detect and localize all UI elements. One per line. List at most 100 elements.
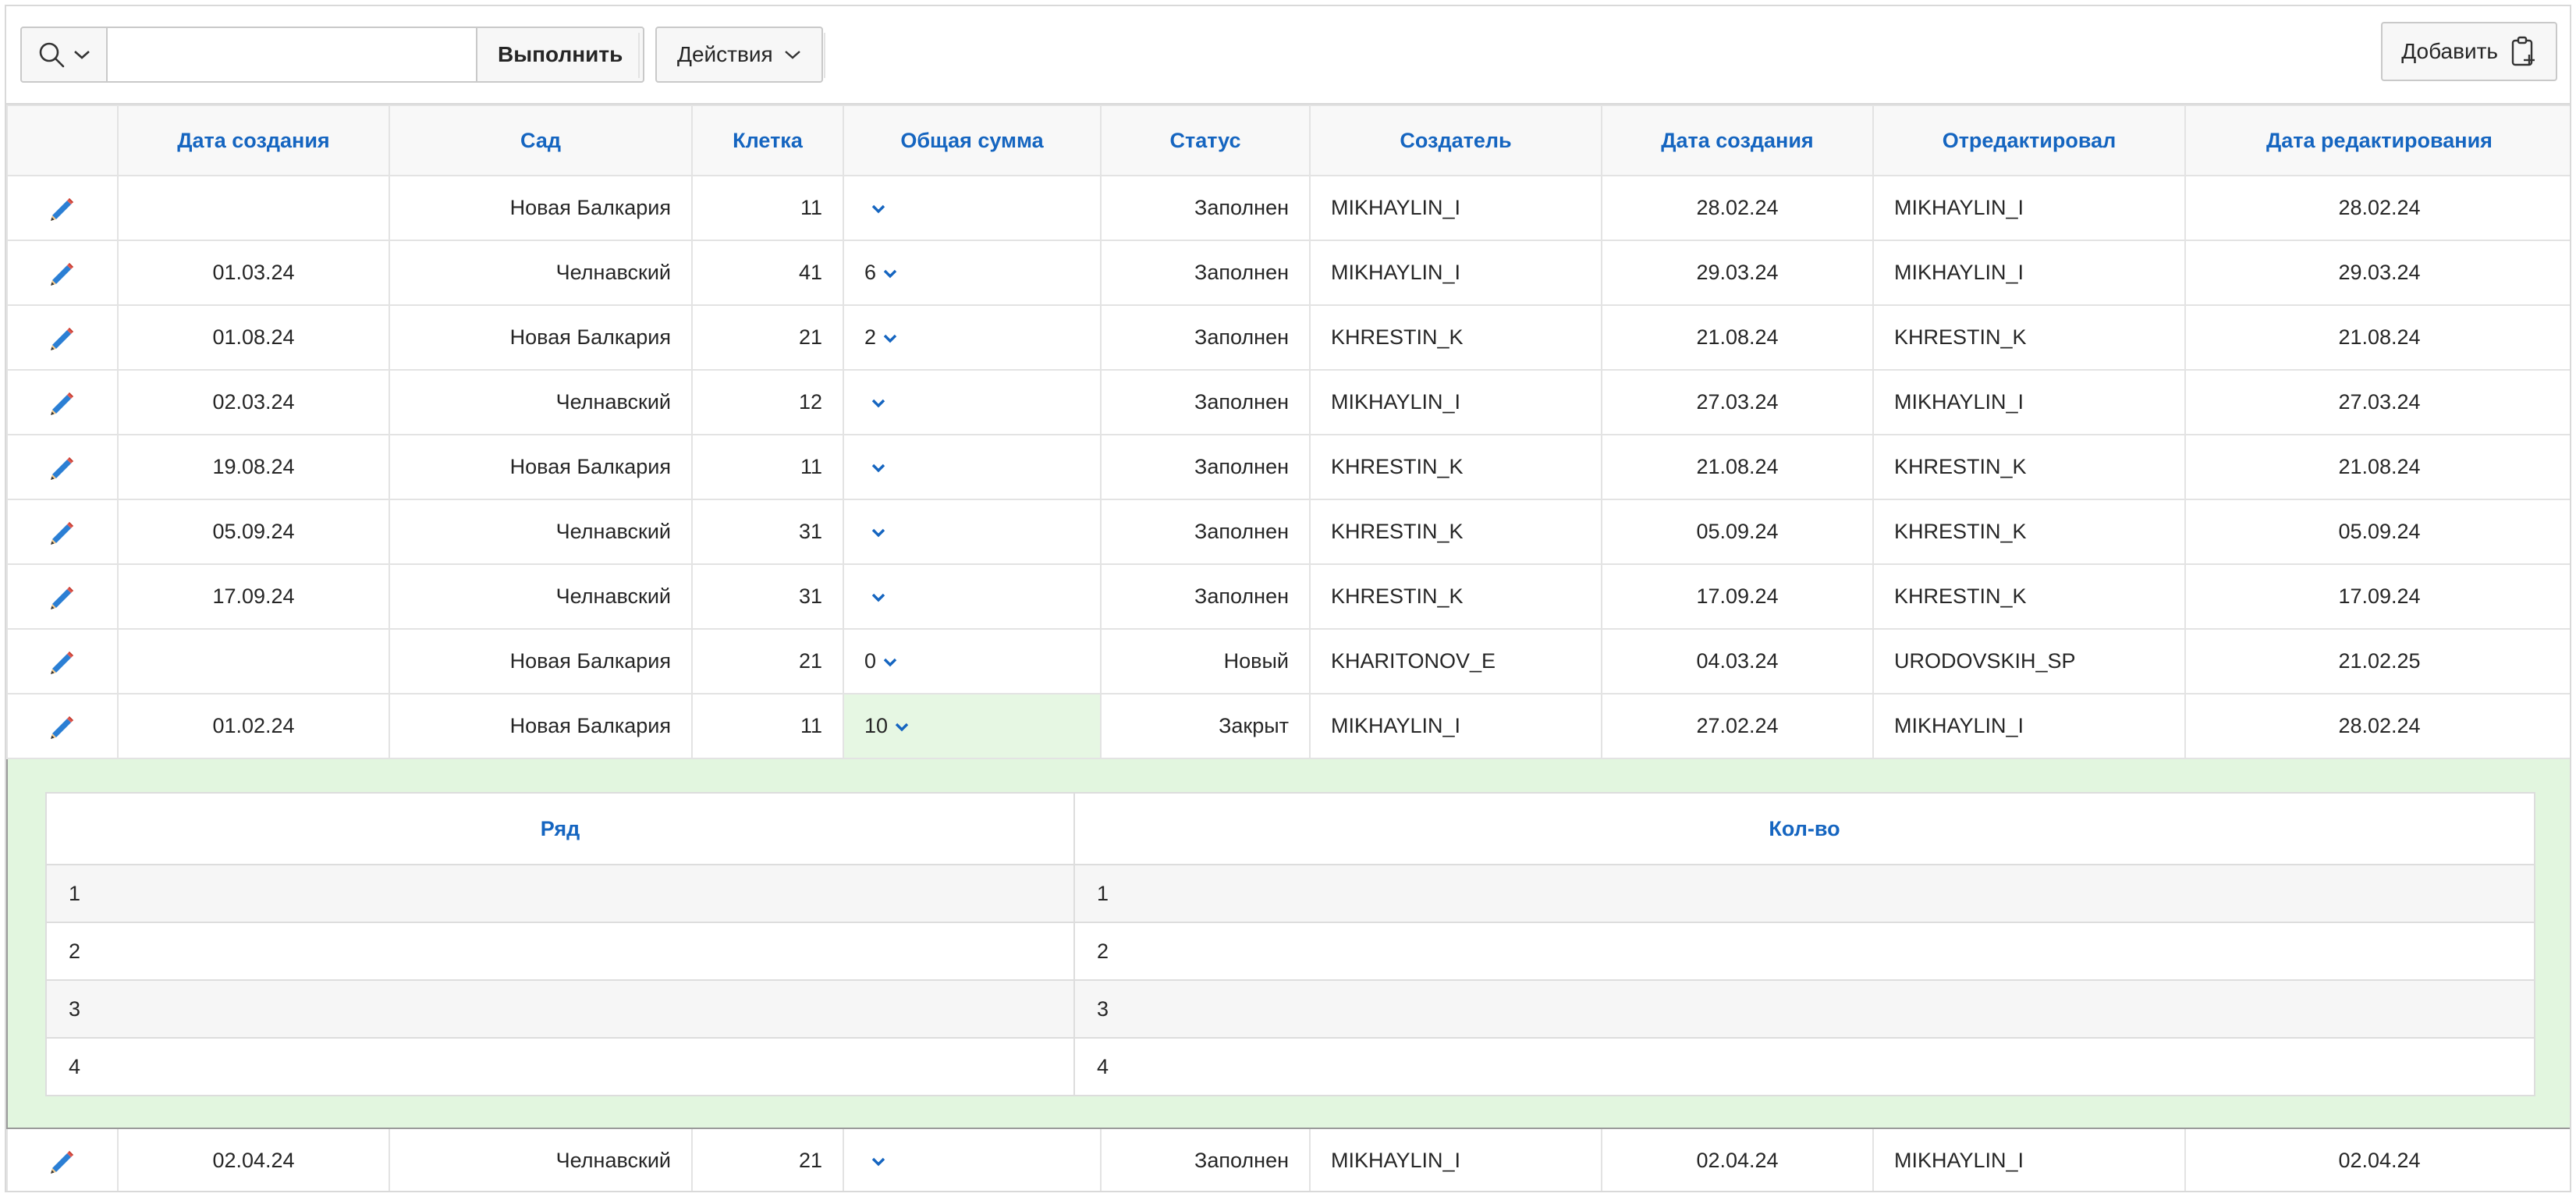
cell-cell[interactable]: 41	[691, 240, 844, 306]
cell-created-date[interactable]: 21.08.24	[1601, 304, 1874, 371]
cell-garden[interactable]: Челнавский	[389, 499, 693, 565]
detail-cell-row[interactable]: 3	[45, 979, 1075, 1039]
column-header-garden[interactable]: Сад	[389, 105, 693, 176]
cell-edited-date[interactable]: 21.02.25	[2184, 628, 2570, 694]
cell-creator[interactable]: KHRESTIN_K	[1309, 434, 1602, 500]
table-row[interactable]: Новая Балкария 11 Заполнен MIKHAYLIN_I 2…	[6, 175, 2570, 241]
cell-created-date[interactable]: 02.04.24	[1601, 1128, 1874, 1191]
chevron-down-icon[interactable]	[871, 463, 886, 474]
detail-cell-row[interactable]: 1	[45, 864, 1075, 923]
edit-cell[interactable]	[6, 369, 119, 435]
cell-garden[interactable]: Новая Балкария	[389, 304, 693, 371]
cell-garden[interactable]: Челнавский	[389, 1128, 693, 1191]
cell-garden[interactable]: Челнавский	[389, 369, 693, 435]
pencil-icon[interactable]	[47, 258, 78, 289]
chevron-down-icon[interactable]	[871, 527, 886, 538]
cell-created-date[interactable]: 17.09.24	[1601, 563, 1874, 630]
cell-total[interactable]	[843, 563, 1102, 630]
cell-editor[interactable]: KHRESTIN_K	[1872, 563, 2186, 630]
cell-total[interactable]	[843, 434, 1102, 500]
cell-garden[interactable]: Челнавский	[389, 240, 693, 306]
cell-status[interactable]: Заполнен	[1100, 499, 1311, 565]
cell-created-date[interactable]: 04.03.24	[1601, 628, 1874, 694]
cell-created[interactable]: 02.04.24	[117, 1128, 390, 1191]
cell-edited-date[interactable]: 21.08.24	[2184, 434, 2570, 500]
cell-cell[interactable]: 12	[691, 369, 844, 435]
cell-edited-date[interactable]: 21.08.24	[2184, 304, 2570, 371]
cell-creator[interactable]: KHRESTIN_K	[1309, 304, 1602, 371]
pencil-icon[interactable]	[47, 1145, 78, 1177]
cell-total[interactable]: 10	[843, 693, 1102, 759]
cell-total[interactable]	[843, 175, 1102, 241]
table-row[interactable]: 01.03.24 Челнавский 41 6 Заполнен MIKHAY…	[6, 240, 2570, 306]
pencil-icon[interactable]	[47, 646, 78, 677]
edit-cell[interactable]	[6, 628, 119, 694]
cell-total[interactable]: 0	[843, 628, 1102, 694]
cell-status[interactable]: Заполнен	[1100, 304, 1311, 371]
cell-editor[interactable]: KHRESTIN_K	[1872, 304, 2186, 371]
cell-total[interactable]	[843, 1128, 1102, 1191]
chevron-down-icon[interactable]	[882, 333, 898, 344]
table-row[interactable]: Новая Балкария 21 0 Новый KHARITONOV_E 0…	[6, 628, 2570, 694]
detail-cell-qty[interactable]: 4	[1073, 1037, 2535, 1096]
cell-editor[interactable]: MIKHAYLIN_I	[1872, 175, 2186, 241]
column-header-edited-date[interactable]: Дата редактирования	[2184, 105, 2570, 176]
chevron-down-icon[interactable]	[894, 722, 910, 733]
cell-created-date[interactable]: 27.03.24	[1601, 369, 1874, 435]
cell-editor[interactable]: MIKHAYLIN_I	[1872, 1128, 2186, 1191]
chevron-down-icon[interactable]	[882, 268, 898, 279]
table-row[interactable]: 02.04.24 Челнавский 21 Заполнен MIKHAYLI…	[6, 1128, 2570, 1191]
cell-garden[interactable]: Новая Балкария	[389, 628, 693, 694]
table-row[interactable]: 17.09.24 Челнавский 31 Заполнен KHRESTIN…	[6, 563, 2570, 630]
cell-cell[interactable]: 11	[691, 434, 844, 500]
chevron-down-icon[interactable]	[882, 657, 898, 668]
chevron-down-icon[interactable]	[871, 592, 886, 603]
edit-cell[interactable]	[6, 1128, 119, 1191]
pencil-icon[interactable]	[47, 517, 78, 548]
edit-cell[interactable]	[6, 304, 119, 371]
cell-editor[interactable]: URODOVSKIH_SP	[1872, 628, 2186, 694]
detail-header-row-num[interactable]: Ряд	[45, 792, 1075, 865]
cell-creator[interactable]: MIKHAYLIN_I	[1309, 240, 1602, 306]
cell-created-date[interactable]: 21.08.24	[1601, 434, 1874, 500]
cell-editor[interactable]: MIKHAYLIN_I	[1872, 693, 2186, 759]
go-button[interactable]: Выполнить	[476, 27, 645, 83]
pencil-icon[interactable]	[47, 711, 78, 742]
detail-cell-row[interactable]: 2	[45, 922, 1075, 981]
cell-created[interactable]: 01.03.24	[117, 240, 390, 306]
cell-cell[interactable]: 21	[691, 628, 844, 694]
cell-edited-date[interactable]: 05.09.24	[2184, 499, 2570, 565]
cell-created[interactable]: 01.02.24	[117, 693, 390, 759]
cell-cell[interactable]: 21	[691, 304, 844, 371]
column-header-total[interactable]: Общая сумма	[843, 105, 1102, 176]
chevron-down-icon[interactable]	[871, 398, 886, 409]
cell-total[interactable]	[843, 499, 1102, 565]
add-row-button[interactable]: Добавить	[2381, 22, 2557, 81]
search-input[interactable]	[108, 27, 476, 83]
pencil-icon[interactable]	[47, 387, 78, 418]
cell-status[interactable]: Заполнен	[1100, 175, 1311, 241]
column-header-cell[interactable]: Клетка	[691, 105, 844, 176]
cell-created-date[interactable]: 27.02.24	[1601, 693, 1874, 759]
pencil-icon[interactable]	[47, 193, 78, 224]
column-header-status[interactable]: Статус	[1100, 105, 1311, 176]
cell-edited-date[interactable]: 27.03.24	[2184, 369, 2570, 435]
cell-creator[interactable]: MIKHAYLIN_I	[1309, 693, 1602, 759]
column-header-creator[interactable]: Создатель	[1309, 105, 1602, 176]
cell-created[interactable]	[117, 175, 390, 241]
table-row[interactable]: 05.09.24 Челнавский 31 Заполнен KHRESTIN…	[6, 499, 2570, 565]
cell-creator[interactable]: MIKHAYLIN_I	[1309, 369, 1602, 435]
cell-garden[interactable]: Новая Балкария	[389, 434, 693, 500]
cell-created[interactable]	[117, 628, 390, 694]
chevron-down-icon[interactable]	[871, 1156, 886, 1167]
cell-creator[interactable]: MIKHAYLIN_I	[1309, 1128, 1602, 1191]
edit-cell[interactable]	[6, 499, 119, 565]
table-row-expanded[interactable]: 01.02.24 Новая Балкария 11 10 Закрыт MIK…	[6, 693, 2570, 759]
table-row[interactable]: 01.08.24 Новая Балкария 21 2 Заполнен KH…	[6, 304, 2570, 371]
cell-total[interactable]: 6	[843, 240, 1102, 306]
cell-cell[interactable]: 21	[691, 1128, 844, 1191]
chevron-down-icon[interactable]	[871, 204, 886, 215]
detail-cell-qty[interactable]: 2	[1073, 922, 2535, 981]
